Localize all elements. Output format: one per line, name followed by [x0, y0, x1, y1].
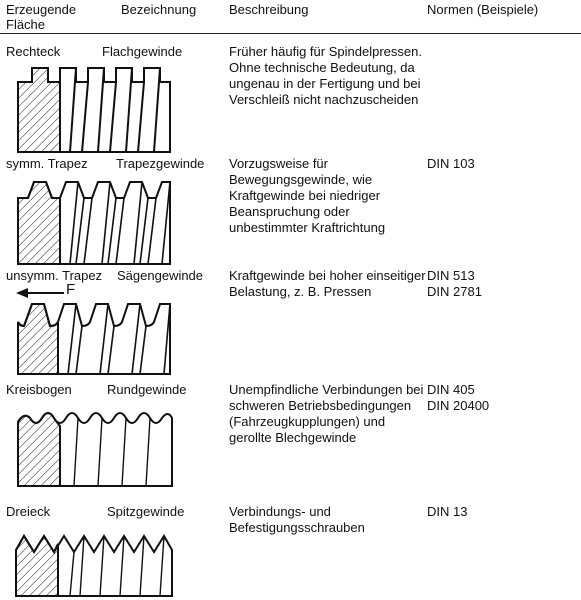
beschreibung-text: Kraftgewinde bei hoher einseitiger Belas…	[229, 268, 426, 299]
header-divider	[0, 33, 581, 34]
bezeichnung-label: Flachgewinde	[102, 44, 183, 59]
header-beschreibung: Beschreibung	[229, 2, 309, 17]
normen-list: DIN 13	[427, 504, 467, 520]
table-row-flachgewinde: Rechteck Flachgewinde Früher häufig für …	[0, 44, 581, 154]
bezeichnung-label: Trapezgewinde	[116, 156, 205, 171]
bezeichnung-label: Rundgewinde	[107, 382, 187, 397]
trapezoidal-thread-profile-icon	[17, 181, 171, 265]
force-arrow-icon	[16, 288, 64, 298]
normen-list: DIN 513 DIN 2781	[427, 268, 482, 300]
normen-list: DIN 405 DIN 20400	[427, 382, 489, 414]
flaeche-label: unsymm. Trapez	[6, 268, 103, 283]
norm-entry: DIN 513	[427, 268, 475, 283]
flaeche-label: Rechteck	[6, 44, 61, 59]
round-thread-profile-icon	[17, 412, 173, 487]
header-normen: Normen (Beispiele)	[427, 2, 539, 17]
flaeche-label: Dreieck	[6, 504, 51, 519]
beschreibung-text: Unempfindliche Verbindungen bei schweren…	[229, 382, 424, 445]
header-bezeichnung: Bezeichnung	[121, 2, 197, 17]
normen-list: DIN 103	[427, 156, 475, 172]
norm-entry: DIN 20400	[427, 398, 490, 413]
table-row-rundgewinde: Kreisbogen Rundgewinde Unempfindliche Ve…	[0, 382, 581, 492]
header-flaeche: Erzeugende Fläche	[6, 2, 77, 32]
flaeche-label: symm. Trapez	[6, 156, 88, 171]
table-row-trapezgewinde: symm. Trapez Trapezgewinde Vorzugsweise …	[0, 156, 581, 266]
flat-thread-profile-icon	[17, 67, 171, 153]
force-label: F	[66, 281, 76, 298]
table-row-spitzgewinde: Dreieck Spitzgewinde Verbindungs- und Be…	[0, 504, 581, 600]
norm-entry: DIN 405	[427, 382, 475, 397]
buttress-thread-profile-icon	[17, 303, 171, 375]
v-thread-profile-icon	[15, 534, 173, 597]
beschreibung-text: Vorzugsweise für Bewegungsgewinde, wie K…	[229, 156, 386, 235]
beschreibung-text: Früher häufig für Spindelpressen. Ohne t…	[229, 44, 422, 107]
norm-entry: DIN 103	[427, 156, 475, 171]
table-row-saegengewinde: unsymm. Trapez Sägengewinde Kraftgewinde…	[0, 268, 581, 378]
flaeche-label: Kreisbogen	[6, 382, 72, 397]
norm-entry: DIN 2781	[427, 284, 482, 299]
beschreibung-text: Verbindungs- und Befestigungsschrauben	[229, 504, 365, 535]
bezeichnung-label: Sägengewinde	[117, 268, 204, 283]
norm-entry: DIN 13	[427, 504, 468, 519]
bezeichnung-label: Spitzgewinde	[107, 504, 185, 519]
